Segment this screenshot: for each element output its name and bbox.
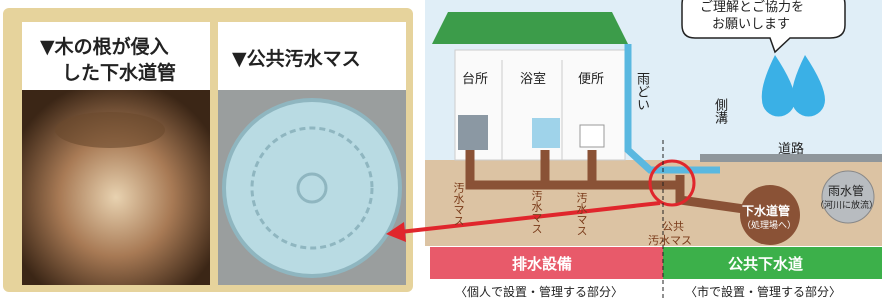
ditch-label: 側溝: [712, 98, 726, 124]
page: ▼木の根が侵入 した下水道管 ▼公共汚水マス ご理解とご協力を お願いします 台…: [0, 0, 882, 300]
zone-name: 排水設備: [512, 253, 572, 274]
manhole-cover: [224, 100, 400, 276]
room-label: 浴室: [520, 68, 546, 87]
road-label: 道路: [778, 138, 804, 157]
roof: [432, 12, 628, 44]
zone-name: 公共下水道: [728, 253, 803, 274]
basin-label: 汚水マス: [530, 190, 543, 216]
public-basin-label: 汚水マス: [648, 232, 692, 248]
room-label: 台所: [462, 68, 488, 87]
zone-caption: 〈市で設置・管理する部分〉: [685, 283, 841, 300]
bathtub: [532, 118, 560, 148]
sink: [458, 115, 488, 150]
gutter-label: 雨どい: [634, 72, 648, 111]
pipe-joint: [55, 112, 165, 148]
room-label: 便所: [578, 68, 604, 87]
toilet: [580, 125, 604, 147]
basin-label: 汚水マス: [452, 182, 465, 208]
zone-caption: 〈個人で設置・管理する部分〉: [455, 283, 623, 300]
sewer-label: 下水道管: [742, 202, 790, 219]
sewer-note: （処理場へ）: [742, 218, 796, 231]
photo-caption: ▼公共汚水マス: [232, 44, 361, 71]
basin-label: 汚水マス: [575, 192, 588, 218]
storm-label: 雨水管: [828, 182, 864, 199]
storm-note: （河川に放流）: [815, 198, 878, 211]
photo-caption: した下水道管: [62, 58, 176, 85]
bubble-text: お願いします: [712, 13, 790, 32]
photo-caption: ▼木の根が侵入: [40, 32, 169, 59]
